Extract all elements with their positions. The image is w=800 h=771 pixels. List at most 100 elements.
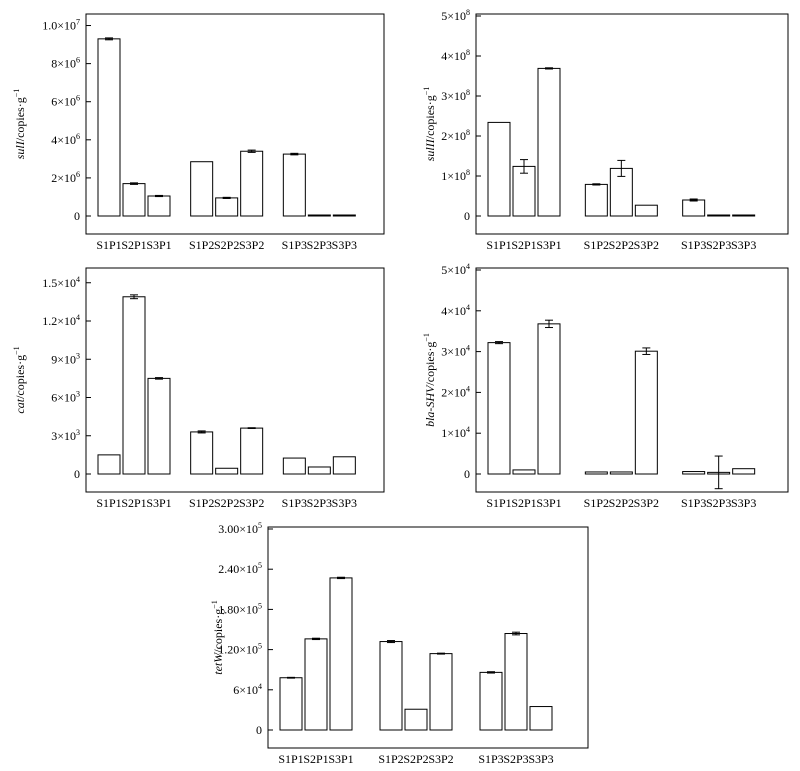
y-tick-exponent: 4 (466, 303, 470, 312)
y-tick-label: 3×108 (441, 88, 470, 103)
y-axis-label: sulI/copies·g−1 (12, 89, 27, 160)
y-axis-label: bla-SHV/copies·g−1 (422, 333, 437, 427)
y-axis-unit: /copies·g (423, 342, 437, 386)
bar (307, 466, 331, 475)
y-tick-exponent: 6 (76, 132, 80, 141)
category-label: S1P2 (378, 752, 403, 766)
bar (682, 471, 706, 475)
y-tick-label: 6×103 (51, 390, 80, 405)
y-tick-label: 8×106 (51, 56, 80, 71)
category-label: S3P1 (146, 496, 171, 510)
bar (282, 153, 306, 217)
y-axis-unit-exponent: −1 (12, 89, 21, 98)
y-tick-label: 6×104 (233, 682, 262, 697)
y-tick-exponent: 3 (76, 351, 80, 360)
bar (379, 641, 403, 731)
category-label: S2P1 (121, 496, 146, 510)
y-axis-label: tetW/copies·g−1 (210, 600, 225, 675)
y-axis-unit: /copies·g (423, 95, 437, 139)
category-label: S2P2 (609, 238, 634, 252)
category-label: S3P2 (634, 496, 659, 510)
category-label: S3P3 (332, 238, 357, 252)
category-label: S1P3 (282, 496, 307, 510)
y-tick-exponent: 6 (76, 56, 80, 65)
y-tick-label: 0 (74, 467, 80, 481)
category-label: S1P2 (584, 496, 609, 510)
y-axis-unit-exponent: −1 (210, 600, 219, 609)
y-tick-label: 1.5×104 (42, 275, 80, 290)
y-axis-unit: /copies·g (211, 609, 225, 653)
category-label: S1P2 (189, 496, 214, 510)
y-axis-unit: /copies·g (13, 355, 27, 399)
y-axis-unit-exponent: −1 (422, 87, 431, 96)
y-tick-label: 4×106 (51, 132, 80, 147)
bar (190, 161, 214, 217)
category-label: S1P1 (486, 496, 511, 510)
bar (634, 204, 658, 217)
y-tick-exponent: 4 (466, 425, 470, 434)
y-tick-exponent: 4 (466, 384, 470, 393)
y-tick-label: 0 (74, 209, 80, 223)
y-tick-label: 3.00×105 (218, 521, 262, 536)
bar (332, 214, 356, 217)
chart-tetW: 0 6×104 1.20×105 1.80×105 2.40×105 3.00×105 S1… (210, 521, 589, 766)
y-tick-label: 3×103 (51, 428, 80, 443)
y-tick-label: 1.2×104 (42, 313, 80, 328)
category-label: S1P2 (189, 238, 214, 252)
y-axis-gene: sulI (13, 140, 27, 159)
y-tick-exponent: 6 (76, 170, 80, 179)
bar (307, 214, 331, 217)
bar (404, 708, 428, 731)
category-label: S2P3 (307, 238, 332, 252)
y-tick-exponent: 8 (466, 128, 470, 137)
bar (634, 350, 658, 475)
bar (240, 427, 264, 475)
category-label: S1P3 (681, 496, 706, 510)
y-tick-label: 1.80×105 (218, 601, 262, 616)
category-label: S3P3 (731, 496, 756, 510)
category-label: S2P3 (706, 238, 731, 252)
y-axis-gene: bla-SHV (423, 384, 437, 427)
y-tick-label: 1.0×107 (42, 18, 80, 33)
y-tick-exponent: 3 (76, 428, 80, 437)
plot-frame (85, 13, 385, 235)
category-label: S2P1 (121, 238, 146, 252)
y-axis-unit-exponent: −1 (422, 333, 431, 342)
y-tick-exponent: 8 (466, 88, 470, 97)
plot-frame (267, 526, 589, 749)
bar (537, 323, 561, 475)
bar (487, 342, 511, 475)
y-tick-exponent: 8 (466, 8, 470, 17)
bar (732, 214, 756, 217)
y-axis-gene: tetW (211, 652, 225, 675)
y-tick-label: 0 (464, 209, 470, 223)
bar (584, 183, 608, 217)
category-label: S3P2 (634, 238, 659, 252)
y-tick-label: 4×104 (441, 303, 470, 318)
y-tick-exponent: 8 (466, 48, 470, 57)
y-tick-label: 5×108 (441, 8, 470, 23)
y-tick-label: 2.40×105 (218, 561, 262, 576)
y-tick-exponent: 5 (258, 642, 262, 651)
y-tick-exponent: 4 (258, 682, 262, 691)
category-label: S3P1 (146, 238, 171, 252)
y-axis-unit: /copies·g (13, 97, 27, 141)
category-label: S3P2 (239, 238, 264, 252)
category-label: S3P3 (528, 752, 553, 766)
bar (279, 677, 303, 731)
bar (429, 653, 453, 731)
category-label: S1P3 (681, 238, 706, 252)
bar (304, 638, 328, 731)
y-tick-exponent: 7 (76, 18, 80, 27)
y-tick-exponent: 4 (76, 313, 80, 322)
bar (609, 471, 633, 475)
category-label: S3P3 (731, 238, 756, 252)
y-tick-exponent: 4 (466, 344, 470, 353)
bar (122, 183, 146, 217)
category-label: S2P2 (403, 752, 428, 766)
y-axis-label: cat/copies·g−1 (12, 346, 27, 413)
plot-frame (475, 267, 789, 493)
bar (512, 165, 536, 217)
category-label: S2P2 (214, 496, 239, 510)
